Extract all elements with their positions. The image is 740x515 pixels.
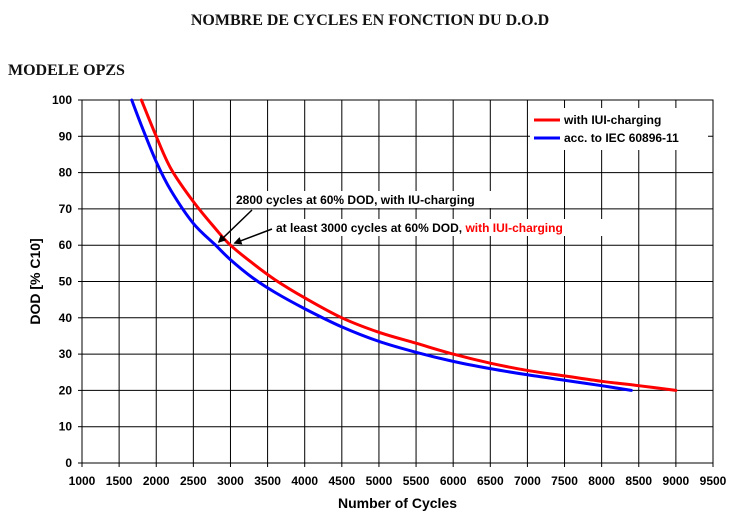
x-axis-label: Number of Cycles [338, 495, 457, 511]
x-tick-label: 8500 [625, 474, 652, 488]
document-title: NOMBRE DE CYCLES EN FONCTION DU D.O.D [190, 12, 550, 29]
series-line-acc-to-iec-60896-11 [130, 98, 633, 392]
annotation-highlight: with IUI-charging [464, 221, 562, 235]
y-tick-label: 20 [59, 383, 73, 397]
annotation-arrow [217, 209, 253, 243]
annotation-bg [233, 191, 515, 208]
legend-label-acc-to-iec-60896-11: acc. to IEC 60896-11 [564, 131, 679, 145]
x-tick-label: 3000 [217, 474, 244, 488]
y-tick-label: 50 [59, 275, 73, 289]
y-tick-label: 80 [59, 166, 73, 180]
annotation-iu-charging: 2800 cycles at 60% DOD, with IU-charging [236, 193, 475, 207]
x-tick-label: 8000 [588, 474, 615, 488]
y-tick-label: 30 [59, 347, 73, 361]
x-tick-label: 6000 [440, 474, 467, 488]
series-layer [130, 98, 678, 392]
annotation-iui-charging: at least 3000 cycles at 60% DOD, with IU… [276, 221, 563, 235]
x-tick-label: 2500 [180, 474, 207, 488]
legend: with IUI-charging acc. to IEC 60896-11 [530, 108, 708, 150]
legend-label-with-iui-charging: with IUI-charging [563, 113, 661, 127]
x-tick-label: 5000 [366, 474, 393, 488]
legend-box [530, 108, 708, 150]
y-tick-label: 0 [65, 456, 72, 470]
y-tick-label: 10 [59, 420, 73, 434]
axes: 1000 1500 2000 2500 3000 3500 4000 4500 5000 5500… [27, 93, 727, 511]
y-tick-label: 70 [59, 202, 73, 216]
x-tick-label: 9000 [663, 474, 690, 488]
annotation-arrow [233, 228, 273, 245]
series-line-with-iui-charging [139, 98, 678, 392]
x-tick-label: 2000 [143, 474, 170, 488]
y-tick-label: 100 [52, 93, 72, 107]
x-tick-label: 4500 [328, 474, 355, 488]
model-subtitle: MODELE OPZS [8, 62, 125, 79]
x-tick-label: 1000 [69, 474, 96, 488]
x-tick-label: 9500 [700, 474, 727, 488]
x-tick-label: 7000 [514, 474, 541, 488]
y-tick-label: 40 [59, 311, 73, 325]
grid [81, 99, 714, 464]
x-tick-label: 6500 [477, 474, 504, 488]
annotations: 2800 cycles at 60% DOD, with IU-charging… [217, 191, 609, 245]
y-tick-label: 60 [59, 238, 73, 252]
x-tick-label: 3500 [254, 474, 281, 488]
x-tick-label: 4000 [291, 474, 318, 488]
x-tick-label: 5500 [403, 474, 430, 488]
x-tick-label: 7500 [551, 474, 578, 488]
annotation-text: at least 3000 cycles at 60% DOD, [276, 221, 465, 235]
x-tick-label: 1500 [106, 474, 133, 488]
annotation-bg [273, 219, 609, 236]
y-tick-label: 90 [59, 129, 73, 143]
y-axis-label: DOD [% C10] [27, 238, 43, 324]
